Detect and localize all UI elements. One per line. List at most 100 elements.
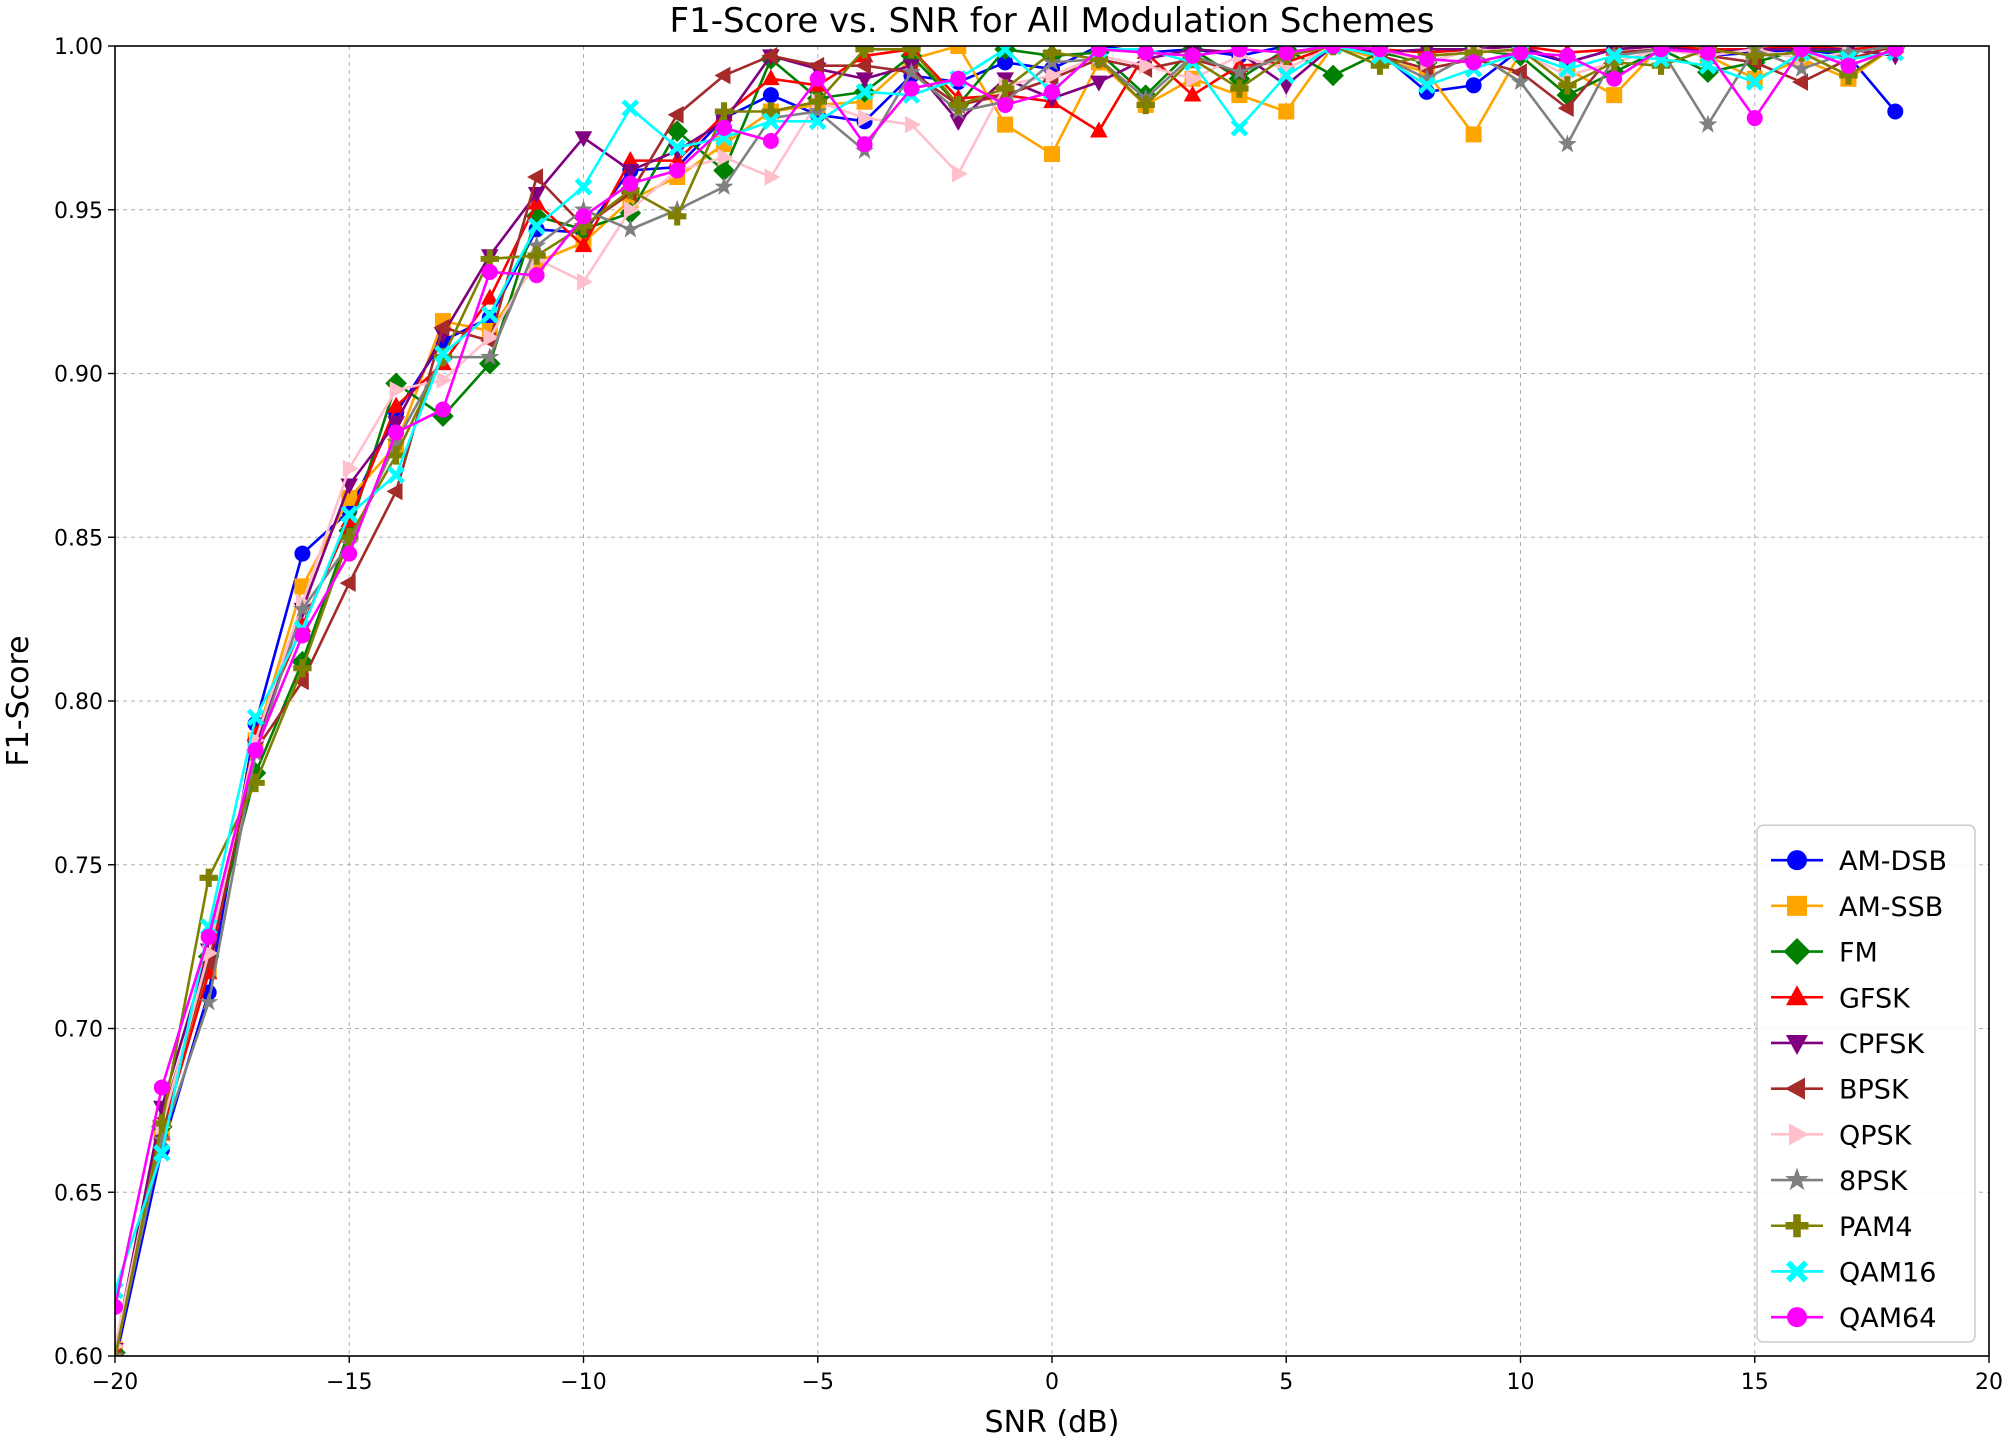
data-point-gfsk: [574, 236, 593, 253]
data-point-bpsk: [761, 47, 778, 65]
x-tick-label: −15: [326, 1370, 372, 1395]
legend-marker: [1785, 1214, 1809, 1238]
data-point-qam64: [1325, 46, 1342, 54]
legend-label: GFSK: [1839, 983, 1911, 1014]
data-point-gfsk: [621, 151, 640, 168]
data-point-qpsk: [1139, 56, 1156, 75]
y-tick-label: 0.85: [54, 526, 103, 551]
data-point-qpsk: [858, 109, 875, 127]
data-point-bpsk: [1557, 99, 1574, 118]
data-point-bpsk: [386, 482, 403, 501]
data-point-qam16: [434, 345, 452, 363]
data-point-pam4: [1651, 56, 1671, 75]
legend-marker: [1786, 1034, 1808, 1055]
data-point-pam4: [1230, 79, 1249, 98]
data-point-qam16: [246, 708, 265, 727]
data-point-cpfsk: [1090, 75, 1108, 92]
data-point-8psk: [1417, 68, 1437, 87]
data-point-qam64: [1278, 46, 1295, 61]
data-point-qam64: [528, 267, 545, 284]
data-point-qam64: [200, 928, 217, 945]
data-point-qam64: [294, 627, 311, 644]
data-point-qam64: [1465, 54, 1482, 71]
data-point-cpfsk: [855, 72, 874, 89]
y-tick-label: 0.95: [54, 199, 103, 224]
data-point-8psk: [386, 432, 406, 451]
data-point-pam4: [808, 92, 827, 111]
data-point-pam4: [761, 102, 781, 121]
data-point-pam4: [246, 773, 265, 793]
y-tick-label: 0.75: [54, 854, 103, 879]
data-point-qam16: [762, 112, 780, 131]
data-point-8psk: [1557, 134, 1577, 153]
data-point-cpfsk: [949, 114, 968, 131]
legend-item-pam4: PAM4: [1771, 1212, 1913, 1243]
data-point-pam4: [1042, 46, 1062, 62]
data-point-pam4: [1089, 49, 1109, 69]
y-tick-label: 0.65: [54, 1181, 103, 1206]
legend-marker: [1786, 985, 1808, 1006]
data-point-pam4: [1136, 95, 1155, 115]
data-point-am-dsb: [997, 54, 1014, 71]
data-point-qam64: [1090, 46, 1107, 58]
data-point-qam16: [387, 466, 405, 484]
data-point-qam64: [903, 80, 920, 97]
data-point-pam4: [1370, 56, 1390, 75]
legend-item-8psk: 8PSK: [1771, 1166, 1909, 1197]
legend-item-qam16: QAM16: [1771, 1257, 1936, 1288]
data-point-pam4: [1745, 46, 1764, 66]
legend-marker: [1785, 1167, 1809, 1191]
legend-item-qam64: QAM64: [1771, 1303, 1936, 1334]
data-point-qam16: [1558, 60, 1577, 78]
data-point-am-ssb: [950, 46, 967, 54]
data-point-pam4: [949, 95, 968, 115]
data-point-qam64: [481, 263, 498, 280]
data-point-qam16: [340, 505, 359, 524]
legend-label: FM: [1839, 938, 1878, 969]
data-point-qam64: [115, 1298, 123, 1315]
data-point-qam64: [1606, 70, 1623, 87]
data-point-pam4: [574, 216, 593, 236]
data-point-pam4: [995, 79, 1015, 98]
grid: [115, 46, 1989, 1356]
legend-item-am-ssb: AM-SSB: [1771, 892, 1943, 923]
data-point-qam16: [153, 1144, 171, 1162]
data-point-qam64: [1231, 46, 1248, 58]
data-point-pam4: [340, 528, 359, 547]
legend-marker: [1789, 1123, 1809, 1146]
data-point-qam16: [1418, 76, 1436, 95]
data-point-qpsk: [623, 200, 640, 219]
y-tick-label: 0.60: [54, 1345, 103, 1370]
data-point-qam64: [1184, 47, 1201, 64]
data-point-8psk: [901, 62, 921, 81]
data-point-bpsk: [714, 66, 731, 85]
data-point-qpsk: [577, 273, 594, 291]
data-point-qam64: [1887, 46, 1904, 58]
data-point-pam4: [902, 46, 921, 59]
data-point-qpsk: [717, 148, 734, 167]
data-point-pam4: [714, 102, 734, 121]
data-point-8psk: [1698, 114, 1718, 133]
data-point-8psk: [480, 347, 500, 366]
series-qam64: [115, 46, 1904, 1315]
data-point-bpsk: [1792, 73, 1808, 91]
data-point-qam64: [341, 545, 358, 562]
data-point-pam4: [152, 1114, 172, 1133]
data-point-qpsk: [389, 381, 406, 399]
data-point-qam16: [808, 112, 827, 131]
data-point-qam64: [1044, 83, 1060, 100]
data-point-qpsk: [342, 459, 359, 478]
data-point-qam64: [622, 175, 639, 192]
legend-marker: [1787, 895, 1807, 916]
data-point-am-ssb: [1044, 146, 1060, 163]
series-layer: [115, 46, 1907, 1356]
data-point-pam4: [527, 246, 546, 265]
data-point-qpsk: [1045, 66, 1062, 85]
data-point-qam64: [153, 1079, 170, 1096]
data-point-pam4: [1839, 66, 1858, 85]
data-point-pam4: [1558, 76, 1577, 95]
data-point-pam4: [668, 207, 687, 226]
legend-marker: [1787, 1307, 1807, 1328]
data-point-qam16: [527, 217, 546, 235]
